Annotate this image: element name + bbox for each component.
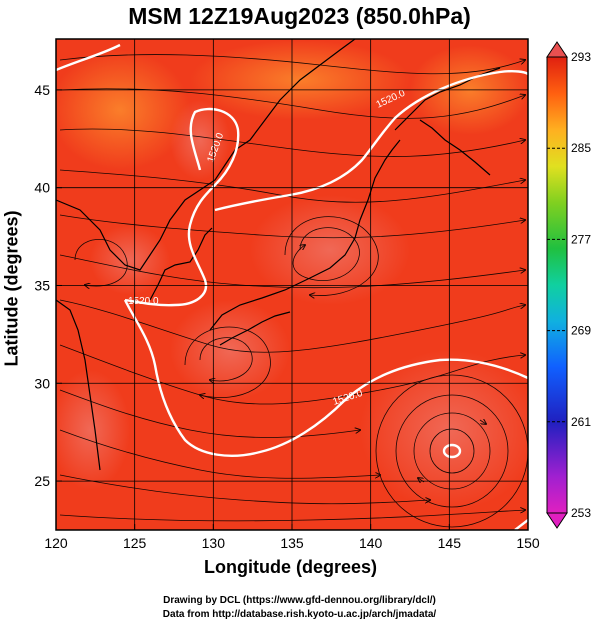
colorbar-tick-label: 261 bbox=[571, 415, 591, 429]
colorbar-bottom-arrow bbox=[546, 512, 568, 529]
wind-streamlines bbox=[59, 54, 528, 528]
map-plot-area: 1520.0 1520.0 1520.0 1520.0 bbox=[56, 39, 528, 530]
y-axis-ticks: 25 30 35 40 45 bbox=[34, 82, 62, 489]
credit-drawing: Drawing by DCL (https://www.gfd-dennou.o… bbox=[163, 595, 436, 606]
x-tick-label: 125 bbox=[123, 535, 147, 551]
colorbar-tick-label: 269 bbox=[571, 324, 591, 338]
coastlines bbox=[56, 39, 501, 471]
x-tick-label: 130 bbox=[202, 535, 226, 551]
credit-data-source: Data from http://database.rish.kyoto-u.a… bbox=[162, 609, 437, 620]
y-axis-label: Latitude (degrees) bbox=[1, 210, 22, 367]
x-tick-label: 135 bbox=[280, 535, 304, 551]
page-title: MSM 12Z19Aug2023 (850.0hPa) bbox=[128, 3, 471, 29]
x-axis-ticks: 120 125 130 135 140 145 150 bbox=[44, 524, 540, 551]
contour-label-3: 1520.0 bbox=[128, 296, 159, 307]
colorbar-scale bbox=[546, 56, 568, 514]
x-tick-label: 140 bbox=[359, 535, 383, 551]
geopotential-contours bbox=[56, 43, 528, 530]
colorbar: 293 285 277 269 261 253 bbox=[546, 41, 591, 529]
y-tick-label: 35 bbox=[34, 277, 50, 293]
y-tick-label: 45 bbox=[34, 82, 50, 98]
x-tick-label: 150 bbox=[516, 535, 540, 551]
y-tick-label: 40 bbox=[34, 180, 50, 196]
colorbar-tick-label: 277 bbox=[571, 232, 591, 246]
x-tick-label: 120 bbox=[44, 535, 68, 551]
colorbar-tick-label: 293 bbox=[571, 50, 591, 64]
colorbar-tick-label: 253 bbox=[571, 506, 591, 520]
colorbar-tick-label: 285 bbox=[571, 141, 591, 155]
map-gridlines bbox=[56, 39, 528, 530]
colorbar-top-arrow bbox=[546, 41, 568, 58]
x-tick-label: 145 bbox=[438, 535, 462, 551]
x-axis-label: Longitude (degrees) bbox=[203, 557, 377, 577]
y-tick-label: 30 bbox=[34, 375, 50, 391]
y-tick-label: 25 bbox=[34, 473, 50, 489]
